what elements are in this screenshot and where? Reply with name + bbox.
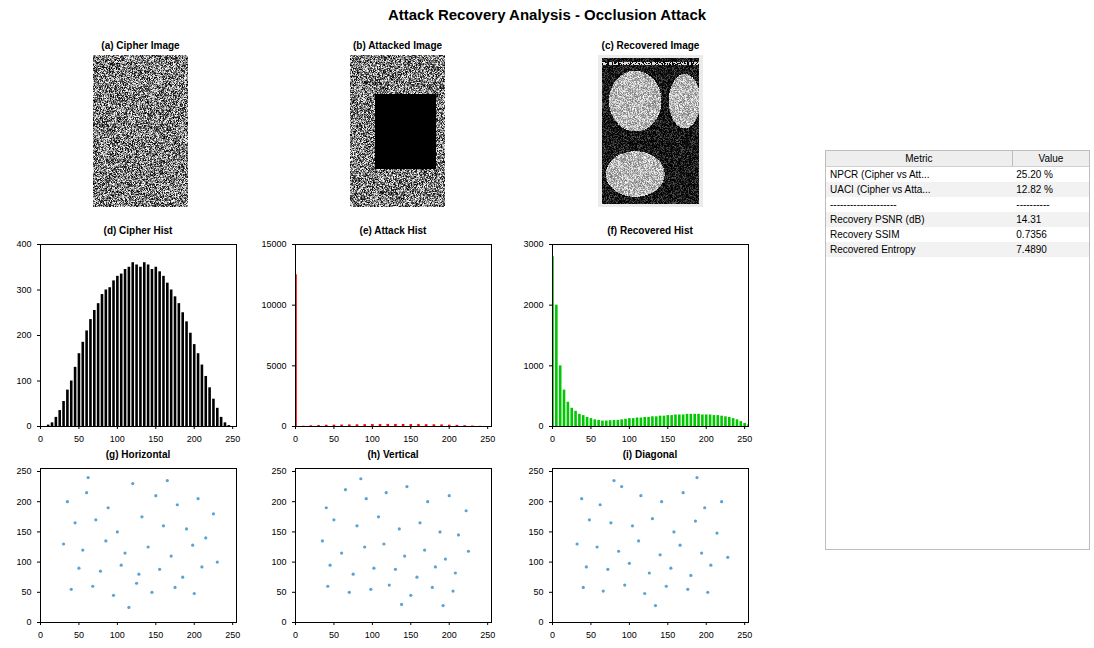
html-text:14.31: 14.31 <box>1016 214 1042 225</box>
svg-text:250: 250 <box>271 466 286 476</box>
svg-text:200: 200 <box>528 497 543 507</box>
html-text:(i) Diagonal: (i) Diagonal <box>622 449 678 460</box>
svg-text:100: 100 <box>365 434 380 444</box>
svg-text:10000: 10000 <box>261 300 286 310</box>
svg-text:200: 200 <box>699 434 714 444</box>
svg-text:0: 0 <box>293 434 298 444</box>
svg-text:100: 100 <box>528 557 543 567</box>
svg-text:50: 50 <box>533 587 543 597</box>
html-text:Attack Recovery Analysis - Occ: Attack Recovery Analysis - Occlusion Att… <box>387 6 707 23</box>
svg-text:100: 100 <box>16 557 31 567</box>
svg-text:0: 0 <box>550 630 555 640</box>
svg-text:250: 250 <box>225 630 240 640</box>
html-text:Recovered Entropy: Recovered Entropy <box>830 244 916 255</box>
svg-text:0: 0 <box>38 434 43 444</box>
svg-text:50: 50 <box>586 434 596 444</box>
html-text:Value: Value <box>1038 153 1064 164</box>
html-text:(f) Recovered Hist: (f) Recovered Hist <box>607 225 693 236</box>
html-text:0.7356: 0.7356 <box>1016 229 1047 240</box>
svg-text:150: 150 <box>403 434 418 444</box>
svg-text:250: 250 <box>737 630 752 640</box>
svg-text:100: 100 <box>16 376 31 386</box>
svg-text:0: 0 <box>538 421 543 431</box>
svg-text:0: 0 <box>26 617 31 627</box>
svg-text:50: 50 <box>21 587 31 597</box>
svg-text:50: 50 <box>276 587 286 597</box>
svg-text:400: 400 <box>16 239 31 249</box>
svg-text:200: 200 <box>442 434 457 444</box>
svg-text:5000: 5000 <box>266 361 286 371</box>
svg-text:100: 100 <box>110 630 125 640</box>
svg-text:200: 200 <box>442 630 457 640</box>
svg-text:3000: 3000 <box>523 239 543 249</box>
svg-text:50: 50 <box>586 630 596 640</box>
svg-text:200: 200 <box>699 630 714 640</box>
html-text:(a) Cipher Image: (a) Cipher Image <box>101 40 180 51</box>
svg-text:100: 100 <box>622 434 637 444</box>
html-text:UACI (Cipher vs Atta...: UACI (Cipher vs Atta... <box>830 184 931 195</box>
svg-text:150: 150 <box>148 630 163 640</box>
svg-text:200: 200 <box>16 330 31 340</box>
svg-text:150: 150 <box>148 434 163 444</box>
svg-text:150: 150 <box>16 527 31 537</box>
html-text:(e) Attack Hist: (e) Attack Hist <box>359 225 427 236</box>
svg-text:250: 250 <box>737 434 752 444</box>
html-text:Recovery SSIM: Recovery SSIM <box>830 229 900 240</box>
svg-text:50: 50 <box>74 434 84 444</box>
svg-text:100: 100 <box>622 630 637 640</box>
html-text:25.20 %: 25.20 % <box>1016 169 1053 180</box>
svg-text:1000: 1000 <box>523 361 543 371</box>
svg-text:0: 0 <box>550 434 555 444</box>
svg-text:150: 150 <box>660 630 675 640</box>
svg-text:100: 100 <box>110 434 125 444</box>
svg-text:250: 250 <box>480 434 495 444</box>
svg-text:250: 250 <box>16 466 31 476</box>
svg-text:200: 200 <box>187 630 202 640</box>
html-text:Recovery PSNR (dB): Recovery PSNR (dB) <box>830 214 925 225</box>
svg-text:200: 200 <box>16 497 31 507</box>
svg-text:0: 0 <box>293 630 298 640</box>
html-text:(g) Horizontal: (g) Horizontal <box>105 449 171 460</box>
svg-text:50: 50 <box>329 434 339 444</box>
svg-text:150: 150 <box>403 630 418 640</box>
html-text:(b) Attacked Image: (b) Attacked Image <box>353 40 442 51</box>
svg-text:250: 250 <box>225 434 240 444</box>
svg-text:150: 150 <box>528 527 543 537</box>
svg-text:0: 0 <box>538 617 543 627</box>
svg-text:0: 0 <box>38 630 43 640</box>
svg-text:100: 100 <box>365 630 380 640</box>
html-text:(d) Cipher Hist: (d) Cipher Hist <box>103 225 173 236</box>
html-text:(c) Recovered Image: (c) Recovered Image <box>601 40 700 51</box>
html-text:7.4890: 7.4890 <box>1016 244 1047 255</box>
svg-text:150: 150 <box>660 434 675 444</box>
svg-text:2000: 2000 <box>523 300 543 310</box>
svg-text:200: 200 <box>271 497 286 507</box>
svg-text:50: 50 <box>74 630 84 640</box>
svg-text:0: 0 <box>281 617 286 627</box>
svg-text:100: 100 <box>271 557 286 567</box>
svg-text:300: 300 <box>16 285 31 295</box>
svg-text:15000: 15000 <box>261 239 286 249</box>
html-text:12.82 %: 12.82 % <box>1016 184 1053 195</box>
svg-text:0: 0 <box>26 421 31 431</box>
html-text:(h) Vertical: (h) Vertical <box>367 449 419 460</box>
svg-text:0: 0 <box>281 421 286 431</box>
svg-text:250: 250 <box>480 630 495 640</box>
svg-text:150: 150 <box>271 527 286 537</box>
html-text:NPCR (Cipher vs Att...: NPCR (Cipher vs Att... <box>830 169 930 180</box>
svg-text:200: 200 <box>187 434 202 444</box>
svg-text:250: 250 <box>528 466 543 476</box>
svg-text:50: 50 <box>329 630 339 640</box>
html-text:Metric: Metric <box>905 153 933 164</box>
